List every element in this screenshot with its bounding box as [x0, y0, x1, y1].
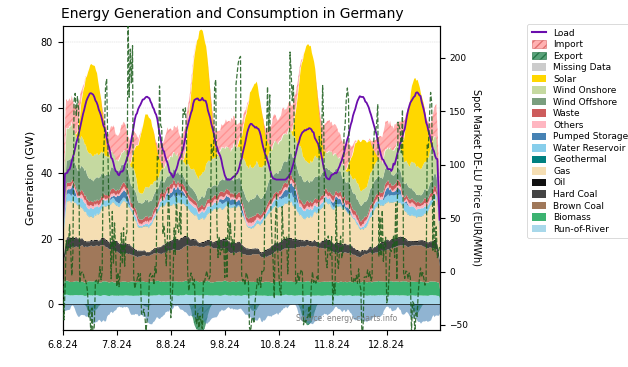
Y-axis label: Generation (GW): Generation (GW) — [25, 131, 35, 225]
Legend: Load, Import, Export, Missing Data, Solar, Wind Onshore, Wind Offshore, Waste, O: Load, Import, Export, Missing Data, Sola… — [527, 24, 628, 238]
Text: Energy Generation and Consumption in Germany: Energy Generation and Consumption in Ger… — [61, 7, 404, 21]
Text: Source: energy-charts.info: Source: energy-charts.info — [296, 314, 398, 323]
Y-axis label: Spot Market DE-LU Price (EUR/MWh): Spot Market DE-LU Price (EUR/MWh) — [471, 90, 481, 266]
